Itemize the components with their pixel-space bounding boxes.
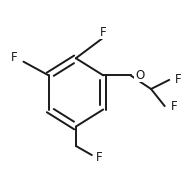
Text: F: F (11, 51, 18, 64)
Text: F: F (100, 26, 107, 39)
Text: F: F (170, 100, 177, 112)
Text: O: O (135, 69, 144, 82)
Text: F: F (175, 73, 182, 86)
Text: F: F (96, 151, 103, 164)
